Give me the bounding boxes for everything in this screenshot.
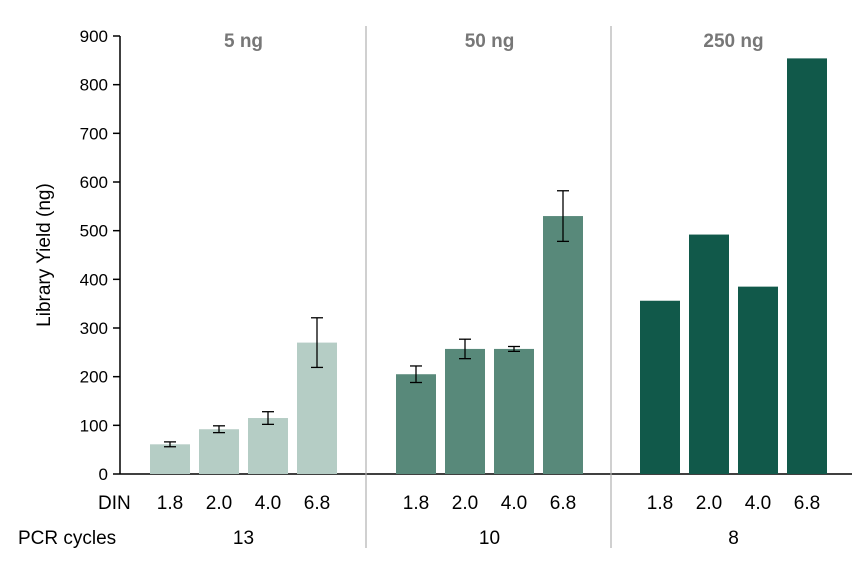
din-category-label: 2.0: [206, 493, 232, 514]
bar: [738, 286, 778, 474]
bar: [396, 374, 436, 474]
bars: [150, 58, 827, 475]
bar: [494, 348, 534, 474]
din-category-label: 4.0: [501, 493, 527, 514]
din-category-label: 1.8: [647, 493, 673, 514]
y-ticks: 0 100 200 300 400 500 600 700 800 900: [80, 27, 120, 484]
y-tick-label: 200: [80, 368, 108, 387]
pcr-cycles-row-label: PCR cycles: [18, 528, 116, 549]
din-category-label: 6.8: [794, 493, 820, 514]
din-category-label: 4.0: [745, 493, 771, 514]
group-title: 250 ng: [703, 31, 763, 52]
group-title: 50 ng: [465, 31, 515, 52]
din-category-label: 1.8: [403, 493, 429, 514]
din-category-label: 1.8: [157, 493, 183, 514]
bar: [445, 348, 485, 474]
pcr-cycles-value: 10: [479, 528, 500, 549]
group-title: 5 ng: [224, 31, 263, 52]
bar: [689, 234, 729, 474]
axes: [119, 26, 852, 548]
y-tick-label: 500: [80, 222, 108, 241]
din-row-label: DIN: [98, 493, 131, 514]
bar: [787, 58, 827, 475]
y-tick-label: 800: [80, 76, 108, 95]
y-tick-label: 400: [80, 270, 108, 289]
y-tick-label: 0: [99, 465, 108, 484]
din-category-label: 6.8: [550, 493, 576, 514]
bar: [150, 444, 190, 474]
din-category-label: 2.0: [696, 493, 722, 514]
pcr-cycles-value: 13: [233, 528, 254, 549]
y-axis-label: Library Yield (ng): [34, 183, 55, 327]
bar: [543, 216, 583, 475]
category-labels: 5 ng 13 1.8 2.0 4.0 6.8 50 ng 10 1.8 2.0 4.0 6.8 250…: [157, 31, 820, 549]
y-tick-label: 100: [80, 416, 108, 435]
y-tick-label: 900: [80, 27, 108, 46]
din-category-label: 6.8: [304, 493, 330, 514]
bar: [640, 300, 680, 474]
error-bars: [164, 190, 569, 448]
y-tick-label: 700: [80, 124, 108, 143]
din-category-label: 4.0: [255, 493, 281, 514]
din-category-label: 2.0: [452, 493, 478, 514]
y-tick-label: 600: [80, 173, 108, 192]
bar: [248, 418, 288, 474]
y-tick-label: 300: [80, 319, 108, 338]
bar: [199, 429, 239, 474]
pcr-cycles-value: 8: [728, 528, 739, 549]
